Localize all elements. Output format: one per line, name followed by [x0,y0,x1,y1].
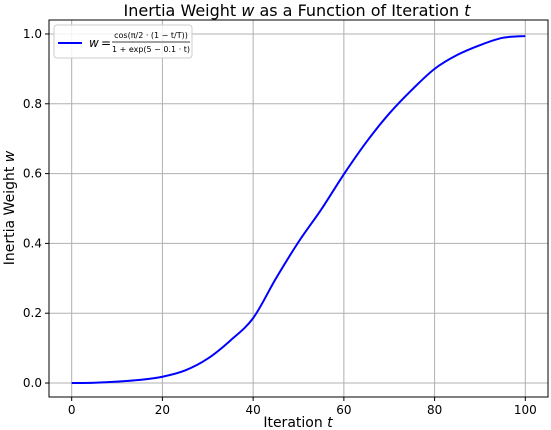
y-tick-label: 0.6 [23,167,42,181]
legend-numerator: cos(π/2 · (1 − t/T)) [114,31,188,40]
legend-eq: = [101,36,111,50]
x-tick-label: 0 [68,403,76,417]
x-axis-label-var: t [327,415,333,430]
y-tick-label: 1.0 [23,27,42,41]
chart-title-var2: t [464,1,471,20]
legend: w = cos(π/2 · (1 − t/T)) 1 + exp(5 − 0.1… [53,24,193,59]
y-axis-label: Inertia Weight w [2,150,18,265]
x-tick-label: 100 [514,403,537,417]
y-axis-label-var: w [2,150,18,162]
legend-denominator: 1 + exp(5 − 0.1 · t) [112,45,190,54]
ticks: 0 20 40 60 80 100 0.0 0.2 0.4 0.6 0.8 1.0 [23,27,537,417]
chart-title: Inertia Weight w as a Function of Iterat… [124,1,472,20]
series-layer [71,35,526,385]
series-line [71,35,526,385]
y-axis-label-prefix: Inertia Weight [2,162,18,265]
x-tick-label: 40 [245,403,260,417]
legend-box [53,24,193,59]
x-axis-label-prefix: Iteration [263,415,327,430]
y-tick-label: 0.0 [23,376,42,390]
chart-title-prefix: Inertia Weight [124,1,242,20]
legend-w: w [89,36,99,50]
chart-title-mid: as a Function of Iteration [254,1,464,20]
x-tick-label: 20 [155,403,170,417]
x-tick-label: 80 [427,403,442,417]
x-tick-label: 60 [336,403,351,417]
chart-title-var: w [241,1,255,20]
grid [49,20,548,397]
y-tick-label: 0.8 [23,97,42,111]
plot-frame [48,19,549,398]
y-tick-label: 0.2 [23,306,42,320]
x-axis-label: Iteration t [263,415,333,430]
y-tick-label: 0.4 [23,236,42,250]
